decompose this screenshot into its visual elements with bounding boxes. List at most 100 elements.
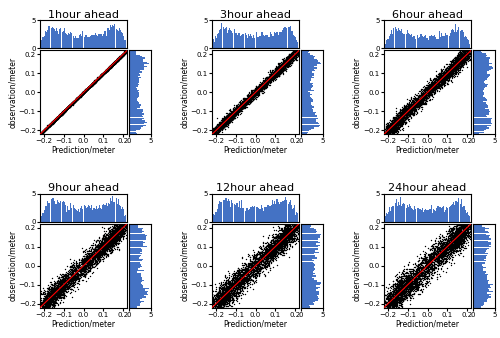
Point xyxy=(431,238,439,243)
Point xyxy=(434,80,442,86)
Point xyxy=(276,60,284,65)
Point xyxy=(402,285,410,290)
Point xyxy=(52,299,60,305)
Point xyxy=(230,108,238,114)
Point xyxy=(450,237,458,243)
Point xyxy=(410,113,418,118)
Point xyxy=(241,98,249,103)
Bar xyxy=(64,28,65,48)
Point xyxy=(220,122,228,128)
Point xyxy=(52,284,60,289)
Point xyxy=(67,275,75,280)
Bar xyxy=(129,283,141,284)
Point xyxy=(215,304,223,309)
Point xyxy=(48,119,56,125)
Point xyxy=(228,115,236,120)
Point xyxy=(214,299,222,305)
Point xyxy=(274,250,282,255)
Point xyxy=(257,254,265,259)
Point xyxy=(236,107,244,112)
Point xyxy=(116,55,124,61)
Point xyxy=(282,242,290,248)
Point xyxy=(454,232,462,237)
Point xyxy=(263,80,271,85)
Point xyxy=(394,287,402,292)
Point xyxy=(57,297,65,303)
Point xyxy=(448,79,456,85)
Point xyxy=(224,292,232,297)
Point xyxy=(383,299,391,305)
Point xyxy=(234,108,242,114)
Point xyxy=(273,249,281,255)
Point xyxy=(456,53,464,58)
Point xyxy=(384,291,392,297)
Point xyxy=(428,269,436,274)
Point xyxy=(458,60,466,65)
Point xyxy=(389,289,397,294)
Point xyxy=(284,227,292,232)
Point xyxy=(54,115,62,120)
Point xyxy=(46,299,54,305)
Point xyxy=(282,61,290,66)
Point xyxy=(464,55,472,61)
Point xyxy=(78,266,86,271)
Point xyxy=(42,299,50,305)
Point xyxy=(209,301,217,306)
Point xyxy=(96,241,104,246)
Point xyxy=(46,122,54,128)
Point xyxy=(422,94,430,99)
Point xyxy=(59,109,67,114)
Point xyxy=(291,239,299,244)
Point xyxy=(435,80,443,85)
Point xyxy=(288,56,296,62)
Point xyxy=(254,261,262,266)
Point xyxy=(459,234,467,239)
Point xyxy=(448,69,456,75)
Point xyxy=(394,121,402,126)
Point xyxy=(209,299,217,305)
Point xyxy=(54,114,62,119)
Point xyxy=(284,232,292,237)
Bar xyxy=(473,228,488,229)
Point xyxy=(456,51,464,56)
Point xyxy=(407,108,415,114)
Point xyxy=(254,85,262,90)
Point xyxy=(54,290,62,295)
Point xyxy=(98,250,106,255)
Point xyxy=(392,287,400,292)
Point xyxy=(424,260,432,266)
Point xyxy=(291,50,299,55)
Point xyxy=(261,262,269,267)
Point xyxy=(255,260,263,266)
Point xyxy=(410,102,418,107)
Point xyxy=(398,116,406,122)
Point xyxy=(406,111,413,117)
Bar xyxy=(301,250,314,252)
Point xyxy=(456,232,464,238)
Point xyxy=(252,88,260,94)
Point xyxy=(63,276,71,282)
Point xyxy=(106,233,114,239)
Point xyxy=(88,81,96,86)
Point xyxy=(64,105,72,110)
Point xyxy=(292,226,300,232)
Point xyxy=(224,288,232,293)
Point xyxy=(77,271,85,277)
Point xyxy=(261,246,269,251)
Point xyxy=(286,56,294,61)
Point xyxy=(98,256,106,261)
Point xyxy=(388,118,396,123)
Point xyxy=(66,104,74,109)
Point xyxy=(83,260,91,265)
Point xyxy=(399,288,407,293)
Point xyxy=(394,118,402,123)
Point xyxy=(437,82,445,88)
Point xyxy=(290,229,298,234)
Point xyxy=(445,231,453,236)
Point xyxy=(79,248,87,254)
Point xyxy=(232,284,239,289)
Point xyxy=(460,239,468,244)
Point xyxy=(403,296,411,301)
Point xyxy=(216,124,224,129)
Point xyxy=(408,285,416,291)
